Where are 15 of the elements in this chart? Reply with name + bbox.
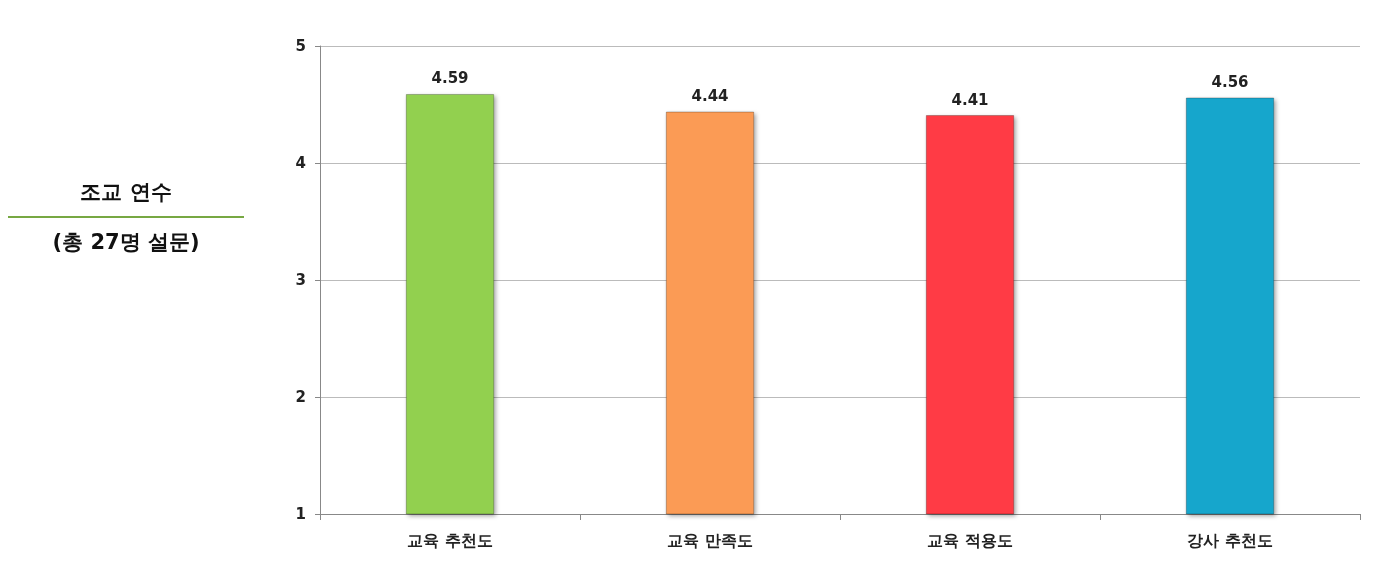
y-tick-label: 2 [295,388,306,406]
x-tick-label: 교육 적용도 [927,530,1013,550]
data-label: 4.41 [951,90,989,109]
data-label: 4.59 [431,69,469,88]
text: (총 27명 설문) [51,229,201,256]
x-tick-label: 교육 만족도 [667,530,753,550]
text: 조교 연수 [79,179,173,206]
data-label: 4.56 [1211,72,1249,91]
y-tick-label: 5 [295,37,306,55]
y-tick-label: 3 [295,271,306,289]
y-tick-label: 4 [295,154,306,172]
x-tick-label: 강사 추천도 [1187,530,1273,550]
data-label: 4.44 [691,87,729,106]
y-tick-label: 1 [295,505,306,523]
x-tick-label: 교육 추천도 [407,530,493,550]
